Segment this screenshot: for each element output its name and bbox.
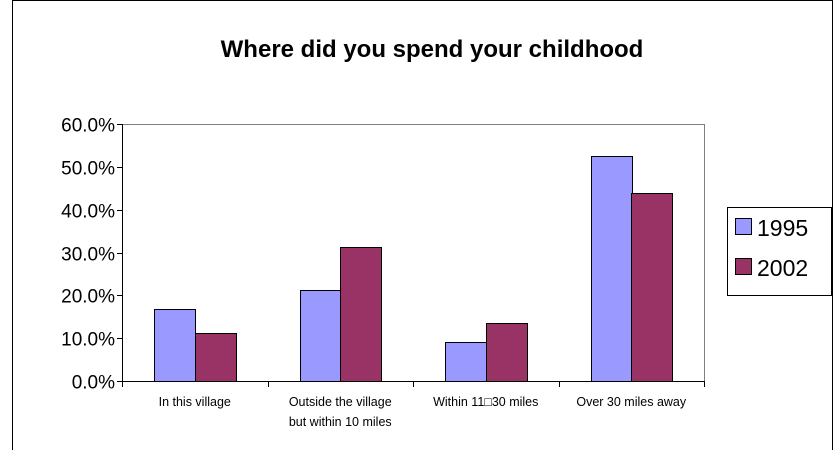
- y-tick-label: 40.0%: [61, 202, 115, 223]
- y-tick-label: 50.0%: [61, 159, 115, 180]
- x-tick-label: Outside the village but within 10 miles: [289, 395, 392, 429]
- y-tick-label: 60.0%: [61, 116, 115, 137]
- legend: 1995 2002: [727, 207, 832, 296]
- y-axis: 0.0% 10.0% 20.0% 30.0% 40.0% 50.0% 60.0%: [61, 116, 123, 394]
- legend-swatch: [735, 258, 752, 275]
- bar: [300, 290, 342, 382]
- bar: [445, 342, 487, 382]
- bars: [154, 156, 673, 382]
- x-tick-label: Within 11□30 miles: [433, 395, 538, 409]
- legend-swatch: [735, 218, 752, 235]
- y-tick-label: 10.0%: [61, 330, 115, 351]
- legend-label: 1995: [757, 215, 808, 241]
- x-axis: In this village Outside the village but wi…: [122, 381, 705, 429]
- bar: [486, 323, 528, 382]
- bar: [154, 309, 196, 382]
- bar: [631, 193, 673, 382]
- y-tick-label: 30.0%: [61, 245, 115, 266]
- chart-border: [12, 0, 833, 450]
- chart-title: Where did you spend your childhood: [221, 36, 644, 63]
- x-tick-label: Over 30 miles away: [576, 395, 687, 409]
- x-tick-label: In this village: [159, 395, 231, 409]
- bar: [195, 333, 237, 382]
- y-tick-label: 0.0%: [72, 373, 115, 394]
- bar: [340, 247, 382, 382]
- bar: [591, 156, 633, 382]
- y-tick-label: 20.0%: [61, 287, 115, 308]
- legend-label: 2002: [757, 255, 808, 281]
